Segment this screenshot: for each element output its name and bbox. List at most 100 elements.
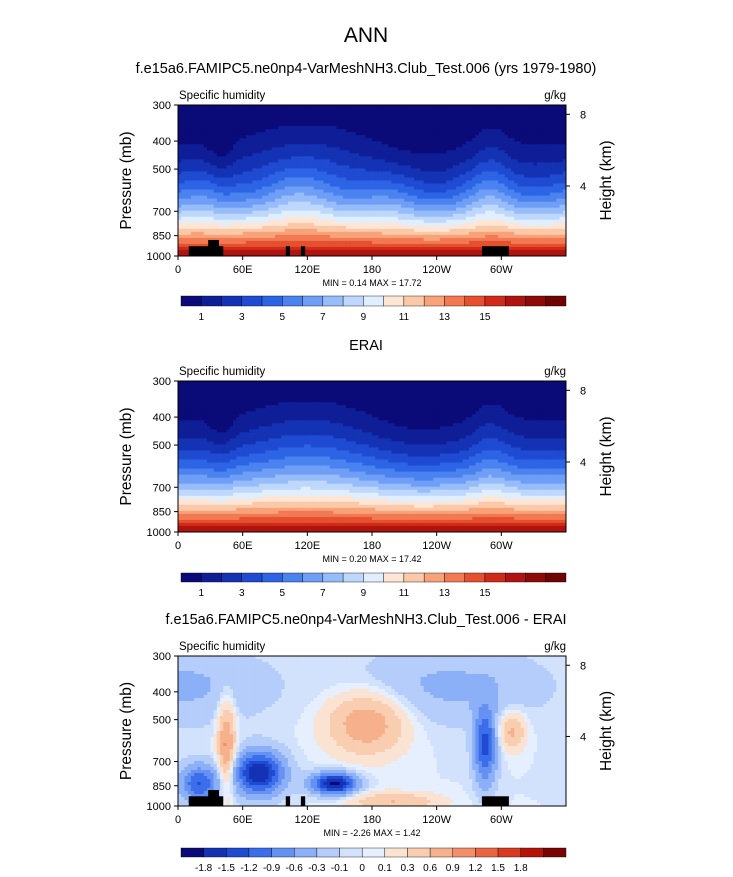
heatmap-cell: [421, 105, 425, 108]
heatmap-cell: [278, 223, 282, 226]
heatmap-cell: [388, 120, 392, 123]
heatmap-cell: [378, 174, 382, 177]
heatmap-cell: [424, 205, 428, 208]
heatmap-cell: [194, 196, 198, 199]
heatmap-cell: [246, 138, 250, 141]
heatmap-cell: [537, 187, 541, 190]
heatmap-cell: [311, 168, 315, 171]
heatmap-cell: [446, 165, 450, 168]
heatmap-cell: [450, 117, 454, 120]
heatmap-cell: [249, 144, 253, 147]
heatmap-cell: [543, 205, 547, 208]
heatmap-cell: [366, 150, 370, 153]
heatmap-cell: [547, 205, 551, 208]
heatmap-cell: [346, 187, 350, 190]
heatmap-cell: [304, 141, 308, 144]
heatmap-cell: [333, 226, 337, 229]
heatmap-cell: [320, 202, 324, 205]
heatmap-cell: [239, 129, 243, 132]
heatmap-cell: [262, 223, 266, 226]
heatmap-cell: [433, 138, 437, 141]
heatmap-cell: [466, 208, 470, 211]
heatmap-cell: [404, 117, 408, 120]
heatmap-cell: [375, 159, 379, 162]
heatmap-cell: [265, 184, 269, 187]
heatmap-cell: [498, 214, 502, 217]
heatmap-cell: [388, 108, 392, 111]
heatmap-cell: [437, 193, 441, 196]
heatmap-cell: [307, 156, 311, 159]
heatmap-cell: [269, 211, 273, 214]
heatmap-cell: [482, 190, 486, 193]
heatmap-cell: [236, 174, 240, 177]
heatmap-cell: [223, 153, 227, 156]
heatmap-cell: [417, 196, 421, 199]
heatmap-cell: [424, 226, 428, 229]
heatmap-cell: [553, 214, 557, 217]
heatmap-cell: [356, 120, 360, 123]
heatmap-cell: [333, 190, 337, 193]
heatmap-cell: [243, 126, 247, 129]
heatmap-cell: [440, 205, 444, 208]
heatmap-cell: [388, 123, 392, 126]
heatmap-cell: [443, 174, 447, 177]
heatmap-cell: [194, 108, 198, 111]
heatmap-cell: [530, 168, 534, 171]
heatmap-cell: [353, 177, 357, 180]
heatmap-cell: [362, 187, 366, 190]
heatmap-cell: [356, 211, 360, 214]
heatmap-cell: [230, 211, 234, 214]
heatmap-cell: [482, 147, 486, 150]
heatmap-cell: [343, 187, 347, 190]
heatmap-cell: [540, 174, 544, 177]
heatmap-cell: [521, 171, 525, 174]
heatmap-cell: [298, 214, 302, 217]
heatmap-cell: [188, 184, 192, 187]
heatmap-cell: [181, 150, 185, 153]
heatmap-cell: [336, 174, 340, 177]
heatmap-cell: [317, 132, 321, 135]
heatmap-cell: [530, 165, 534, 168]
heatmap-cell: [385, 138, 389, 141]
heatmap-cell: [427, 114, 431, 117]
heatmap-cell: [353, 132, 357, 135]
heatmap-cell: [375, 220, 379, 223]
heatmap-cell: [518, 187, 522, 190]
heatmap-cell: [472, 156, 476, 159]
heatmap-cell: [362, 181, 366, 184]
heatmap-cell: [408, 129, 412, 132]
heatmap-cell: [375, 181, 379, 184]
heatmap-cell: [453, 138, 457, 141]
heatmap-cell: [469, 220, 473, 223]
heatmap-cell: [404, 138, 408, 141]
heatmap-cell: [272, 108, 276, 111]
heatmap-cell: [421, 168, 425, 171]
heatmap-cell: [395, 223, 399, 226]
heatmap-cell: [197, 217, 201, 220]
heatmap-cell: [252, 147, 256, 150]
heatmap-cell: [256, 135, 260, 138]
heatmap-cell: [243, 220, 247, 223]
heatmap-cell: [227, 211, 231, 214]
heatmap-cell: [298, 111, 302, 114]
heatmap-cell: [479, 138, 483, 141]
heatmap-cell: [343, 226, 347, 229]
heatmap-cell: [227, 181, 231, 184]
heatmap-cell: [537, 217, 541, 220]
heatmap-cell: [346, 168, 350, 171]
heatmap-cell: [191, 153, 195, 156]
heatmap-cell: [233, 184, 237, 187]
heatmap-cell: [246, 202, 250, 205]
heatmap-cell: [197, 214, 201, 217]
heatmap-cell: [265, 202, 269, 205]
heatmap-cell: [197, 205, 201, 208]
heatmap-cell: [317, 126, 321, 129]
heatmap-cell: [327, 181, 331, 184]
heatmap-cell: [265, 111, 269, 114]
heatmap-cell: [217, 177, 221, 180]
heatmap-cell: [508, 226, 512, 229]
heatmap-cell: [534, 202, 538, 205]
heatmap-cell: [463, 205, 467, 208]
heatmap-cell: [495, 147, 499, 150]
heatmap-cell: [466, 144, 470, 147]
